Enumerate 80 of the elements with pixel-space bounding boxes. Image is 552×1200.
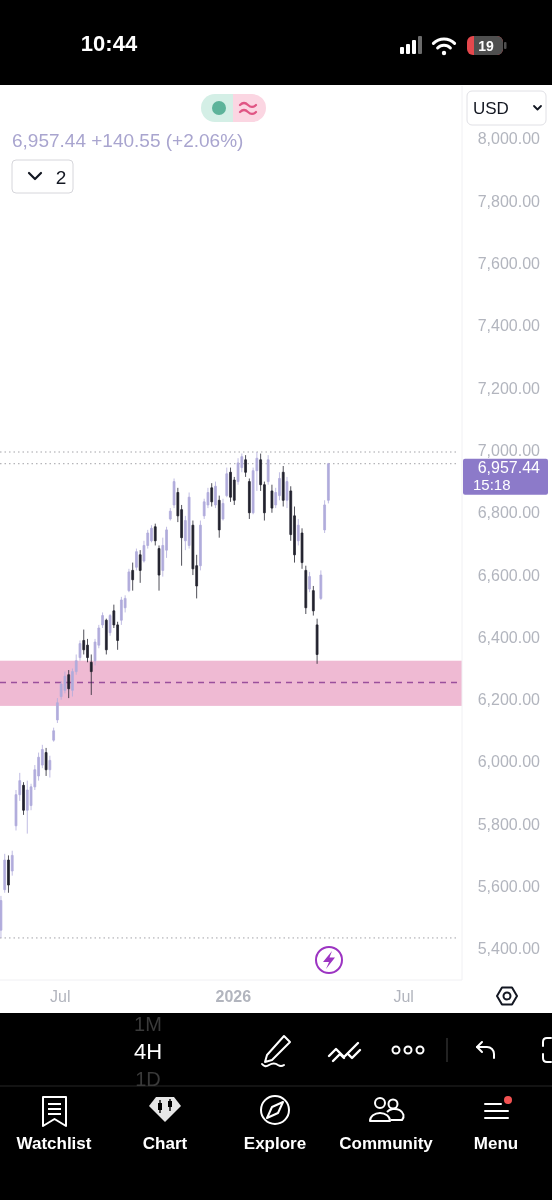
- candlestick: [236, 457, 240, 486]
- text: Menu: [473, 1133, 519, 1153]
- candlestick: [10, 850, 14, 877]
- text: Explore: [243, 1133, 307, 1153]
- candlestick: [281, 465, 285, 507]
- candlestick: [285, 476, 289, 509]
- candlestick: [131, 562, 135, 592]
- candlestick: [52, 727, 55, 743]
- candlestick: [266, 454, 270, 486]
- candlestick: [7, 855, 10, 894]
- candlestick: [3, 853, 7, 894]
- y-tick-label: 7,800.00: [477, 192, 541, 210]
- y-tick-label: 6,600.00: [477, 566, 541, 584]
- ref-line-label: 6,957.44: [477, 459, 541, 477]
- y-tick-label: 5,800.00: [477, 815, 541, 833]
- candlestick: [327, 462, 330, 504]
- candlestick: [304, 565, 308, 615]
- text: USD: [473, 98, 509, 118]
- candlestick: [120, 596, 123, 626]
- candlestick: [248, 478, 251, 520]
- candlestick: [319, 569, 323, 601]
- text: 4H: [133, 1038, 163, 1064]
- y-tick-label: 6,400.00: [477, 628, 541, 646]
- candlestick: [172, 478, 176, 509]
- candlestick: [0, 895, 3, 939]
- candlestick: [311, 585, 315, 616]
- candlestick: [270, 484, 274, 514]
- y-tick-label: 7,600.00: [477, 255, 541, 273]
- candlestick: [168, 507, 172, 521]
- candlestick: [153, 523, 157, 546]
- text: 15:18: [473, 476, 511, 494]
- candlestick: [217, 495, 221, 539]
- y-tick-label: 6,000.00: [477, 753, 541, 771]
- text: 6,957.44 +140.55 (+2.06%): [12, 129, 244, 151]
- candlestick: [135, 548, 138, 571]
- candlestick: [229, 467, 232, 503]
- candlestick: [300, 527, 304, 570]
- candlestick: [48, 755, 52, 778]
- candlestick: [221, 498, 225, 521]
- y-tick-label: 6,200.00: [477, 691, 541, 709]
- candlestick: [22, 781, 25, 816]
- text: 10:44: [80, 30, 138, 56]
- candlestick: [296, 518, 300, 546]
- y-tick-label: 7,200.00: [477, 379, 541, 397]
- y-tick-label: 8,000.00: [477, 130, 541, 148]
- text: Community: [339, 1133, 434, 1153]
- y-tick-label: 7,400.00: [477, 317, 541, 335]
- x-tick-label: Jul: [393, 987, 414, 1005]
- text: 1D: [135, 1068, 161, 1090]
- y-tick-label: 7,000.00: [477, 441, 541, 459]
- x-tick-label: 2026: [215, 987, 252, 1005]
- candlestick: [67, 669, 71, 699]
- y-tick-label: 6,800.00: [477, 504, 541, 522]
- y-tick-label: 5,400.00: [477, 940, 541, 958]
- candlestick: [225, 467, 229, 498]
- candlestick: [108, 613, 112, 637]
- candlestick: [104, 618, 108, 655]
- candlestick: [210, 482, 214, 507]
- candlestick: [101, 612, 104, 629]
- candlestick: [56, 697, 59, 724]
- text: 1M: [134, 1013, 162, 1035]
- y-tick-label: 5,600.00: [477, 878, 541, 896]
- candlestick: [199, 520, 202, 571]
- candlestick: [138, 549, 142, 584]
- text: 19: [478, 38, 494, 54]
- text: Watchlist: [16, 1133, 92, 1153]
- x-tick-label: Jul: [49, 987, 71, 1005]
- text: Chart: [142, 1133, 188, 1153]
- candlestick: [214, 481, 217, 509]
- candlestick: [308, 571, 311, 593]
- candlestick: [315, 618, 319, 665]
- candlestick: [44, 747, 48, 777]
- candlestick: [89, 654, 93, 696]
- candlestick: [157, 545, 161, 592]
- candlestick: [25, 780, 29, 834]
- candlestick: [244, 454, 247, 478]
- candlestick: [187, 492, 191, 549]
- candlestick: [127, 568, 131, 593]
- candlestick: [323, 499, 326, 534]
- annotation: 2: [55, 166, 67, 188]
